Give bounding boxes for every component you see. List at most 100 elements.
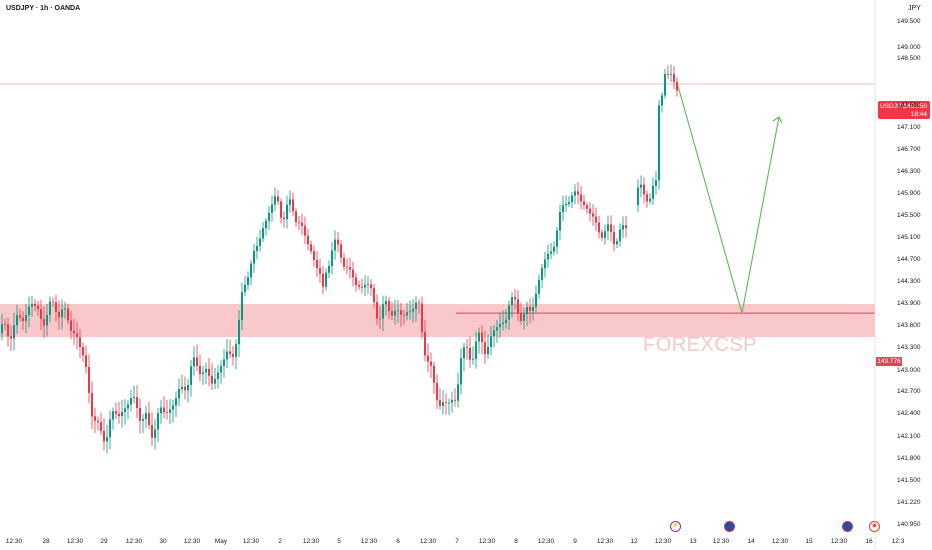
support-zone [0,304,875,337]
candle-up [217,372,219,379]
candle-down [589,208,591,214]
candle-up [661,95,663,106]
x-tick-label: 12:30 [830,538,848,545]
candle-down [400,310,402,315]
candle-down [376,302,378,319]
candle-down [76,333,78,338]
price-tag-value: 148.050 [903,103,928,110]
us-flag-icon[interactable] [842,521,853,532]
candle-up [28,306,30,316]
y-tick-label: 147.100 [897,124,921,131]
candle-down [613,232,615,245]
projection-arrow [677,85,780,314]
candle-up [121,411,123,417]
candle-up [562,205,564,213]
candle-down [514,297,516,300]
candle-down [22,317,24,322]
candle-up [274,196,276,205]
candle-up [214,378,216,384]
candle-up [250,263,252,278]
us-flag-icon[interactable] [724,521,735,532]
y-tick-label: 142.100 [897,433,921,440]
candle-up [499,324,501,328]
alert-circle-icon[interactable]: ◉ [869,521,880,532]
candle-up [130,398,132,405]
candle-down [310,244,312,252]
candle-up [259,238,261,246]
candle-up [382,304,384,319]
candle-down [370,284,372,289]
candle-down [595,216,597,223]
candle-down [625,225,627,229]
candle-up [502,322,504,325]
candle-up [238,319,240,345]
candle-up [664,74,666,96]
candle-down [208,368,210,376]
candle-up [145,413,147,419]
candle-up [511,297,513,306]
candle-down [85,355,87,368]
candle-down [445,402,447,404]
candle-up [178,389,180,399]
y-tick-label: 149.000 [897,44,921,51]
candle-down [520,313,522,321]
candle-down [304,225,306,236]
y-tick-label: 146.300 [897,168,921,175]
candle-down [319,268,321,274]
x-tick-label: 7 [455,538,459,545]
candle-down [469,347,471,360]
candle-down [67,308,69,321]
candle-down [118,413,120,417]
candle-down [598,222,600,233]
candle-up [202,372,204,375]
candle-up [367,284,369,286]
lightning-icon[interactable]: ⚡ [670,521,681,532]
y-tick-label: 145.100 [897,234,921,241]
candle-up [496,327,498,331]
y-tick-label: 143.000 [897,367,921,374]
candle-up [565,204,567,206]
candle-up [472,358,474,360]
candle-up [265,220,267,229]
candle-down [199,366,201,375]
y-tick-label: 143.900 [897,300,921,307]
candle-down [361,286,363,288]
candle-down [391,311,393,316]
candle-up [574,191,576,196]
candle-up [571,195,573,203]
x-tick-label: 15 [805,538,813,545]
x-tick-label: 14 [747,538,755,545]
candle-down [466,347,468,349]
candle-up [508,305,510,320]
y-tick-label: 143.600 [897,322,921,329]
candle-down [346,266,348,268]
candle-down [4,324,6,325]
y-tick-label: 147.500 [897,102,921,109]
candle-down [79,337,81,348]
x-tick-label: 12:30 [360,538,378,545]
candle-down [340,244,342,258]
candle-up [142,418,144,421]
candle-up [253,250,255,264]
candle-down [280,201,282,218]
y-tick-label: 146.700 [897,146,921,153]
candle-up [637,187,639,205]
candle-up [649,198,651,202]
x-tick-label: 12:30 [712,538,730,545]
candle-up [442,402,444,406]
candle-up [193,357,195,367]
candle-up [256,245,258,251]
candle-down [58,311,60,318]
candle-up [49,301,51,315]
candle-up [61,309,63,318]
candle-up [478,332,480,342]
candle-up [535,293,537,308]
y-tick-label: 141.220 [897,499,921,506]
candle-down [148,413,150,426]
candle-down [115,411,117,414]
candle-down [73,330,75,334]
candle-up [160,407,162,414]
candle-up [619,229,621,242]
candle-down [301,222,303,226]
